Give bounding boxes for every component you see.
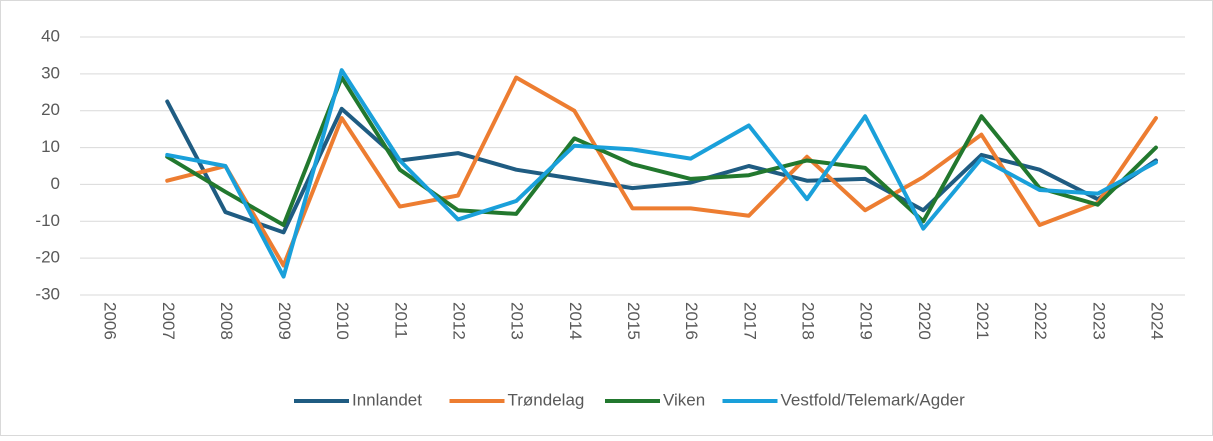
y-tick-label: -10	[35, 211, 60, 230]
legend-label: Vestfold/Telemark/Agder	[781, 390, 966, 409]
x-tick-label: 2020	[915, 302, 934, 340]
y-tick-label: 30	[41, 63, 60, 82]
y-tick-label: -30	[35, 284, 60, 303]
x-tick-label: 2006	[101, 302, 120, 340]
x-tick-label: 2018	[798, 302, 817, 340]
x-tick-label: 2009	[275, 302, 294, 340]
x-tick-label: 2024	[1147, 302, 1166, 340]
legend-label: Trøndelag	[508, 390, 585, 409]
y-tick-label: 40	[41, 26, 60, 45]
series-line	[165, 75, 1158, 268]
y-tick-label: 10	[41, 137, 60, 156]
legend-label: Viken	[663, 390, 705, 409]
x-tick-label: 2010	[333, 302, 352, 340]
x-tick-label: 2012	[450, 302, 469, 340]
y-tick-label: -20	[35, 248, 60, 267]
legend-label: Innlandet	[352, 390, 422, 409]
series-line	[165, 68, 1158, 279]
y-tick-label: 20	[41, 100, 60, 119]
x-tick-label: 2007	[159, 302, 178, 340]
x-tick-label: 2013	[508, 302, 527, 340]
y-tick-label: 0	[51, 174, 60, 193]
x-tick-label: 2016	[682, 302, 701, 340]
x-tick-label: 2015	[624, 302, 643, 340]
x-tick-label: 2019	[857, 302, 876, 340]
x-tick-label: 2021	[973, 302, 992, 340]
x-tick-label: 2023	[1089, 302, 1108, 340]
x-tick-label: 2014	[566, 302, 585, 340]
x-tick-label: 2011	[391, 302, 410, 339]
x-tick-label: 2022	[1031, 302, 1050, 340]
series-line	[165, 99, 1158, 235]
x-tick-label: 2008	[217, 302, 236, 340]
x-tick-label: 2017	[740, 302, 759, 340]
